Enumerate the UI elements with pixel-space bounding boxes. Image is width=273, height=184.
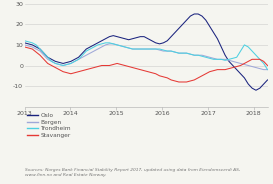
Line: Oslo: Oslo xyxy=(25,14,268,90)
Bergen xyxy=(23,44,26,46)
Trondheim xyxy=(123,46,126,48)
Stavanger xyxy=(158,75,161,77)
Line: Bergen: Bergen xyxy=(25,44,268,70)
Trondheim xyxy=(181,52,184,54)
Trondheim xyxy=(266,68,269,71)
Bergen xyxy=(185,52,188,54)
Oslo xyxy=(54,60,57,63)
Oslo xyxy=(158,43,161,45)
Stavanger xyxy=(23,46,26,48)
Oslo xyxy=(177,27,180,29)
Stavanger xyxy=(185,81,188,83)
Oslo xyxy=(23,42,26,44)
Stavanger xyxy=(143,70,146,72)
Trondheim xyxy=(177,52,180,54)
Stavanger xyxy=(54,66,57,69)
Bergen xyxy=(108,43,111,45)
Line: Trondheim: Trondheim xyxy=(25,41,268,70)
Stavanger xyxy=(123,64,126,67)
Oslo xyxy=(193,13,196,15)
Oslo xyxy=(254,89,258,91)
Trondheim xyxy=(143,48,146,50)
Bergen xyxy=(266,68,269,71)
Bergen xyxy=(54,62,57,65)
Oslo xyxy=(266,79,269,81)
Oslo xyxy=(181,23,184,25)
Legend: Oslo, Bergen, Trondheim, Stavanger: Oslo, Bergen, Trondheim, Stavanger xyxy=(28,113,71,138)
Trondheim xyxy=(23,40,26,42)
Bergen xyxy=(262,68,265,71)
Oslo xyxy=(143,36,146,38)
Stavanger xyxy=(181,81,184,83)
Text: Sources: Norges Bank Financial Stability Report 2017, updated using data from Ei: Sources: Norges Bank Financial Stability… xyxy=(25,168,240,177)
Stavanger xyxy=(177,81,180,83)
Bergen xyxy=(146,48,150,50)
Trondheim xyxy=(54,62,57,65)
Bergen xyxy=(162,50,165,52)
Line: Stavanger: Stavanger xyxy=(25,47,268,82)
Bergen xyxy=(181,52,184,54)
Oslo xyxy=(123,38,126,40)
Bergen xyxy=(127,47,130,49)
Trondheim xyxy=(158,48,161,50)
Stavanger xyxy=(266,64,269,67)
